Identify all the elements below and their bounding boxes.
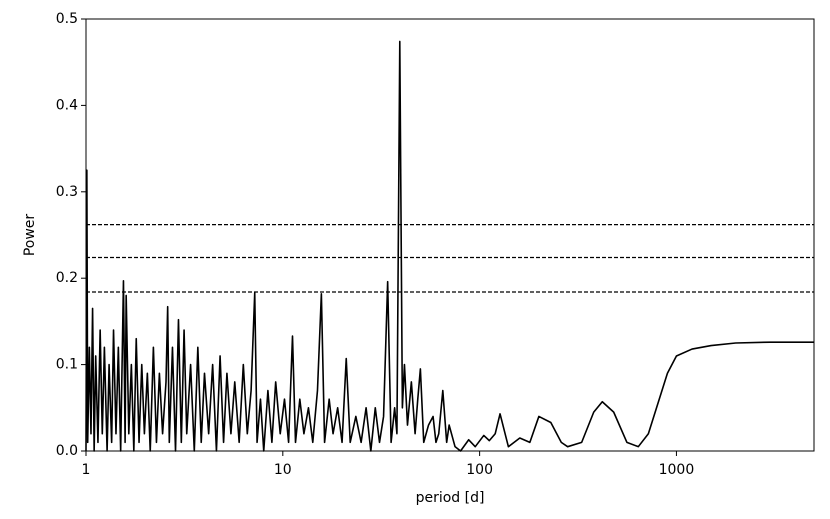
plot-frame (85, 18, 815, 452)
y-tick-label: 0.2 (56, 270, 78, 286)
x-tick-label: 100 (466, 462, 493, 478)
periodogram-line (85, 40, 814, 452)
x-axis-label: period [d] (416, 490, 485, 506)
y-tick-label: 0.5 (56, 11, 78, 27)
x-tick-label: 10 (274, 462, 292, 478)
x-tick-label: 1 (82, 462, 91, 478)
x-tick-label: 1000 (659, 462, 695, 478)
y-tick-label: 0.1 (56, 357, 78, 373)
y-tick-label: 0.0 (56, 443, 78, 459)
y-axis-label: Power (22, 214, 38, 257)
y-tick-label: 0.3 (56, 184, 78, 200)
y-tick-label: 0.4 (56, 97, 78, 113)
